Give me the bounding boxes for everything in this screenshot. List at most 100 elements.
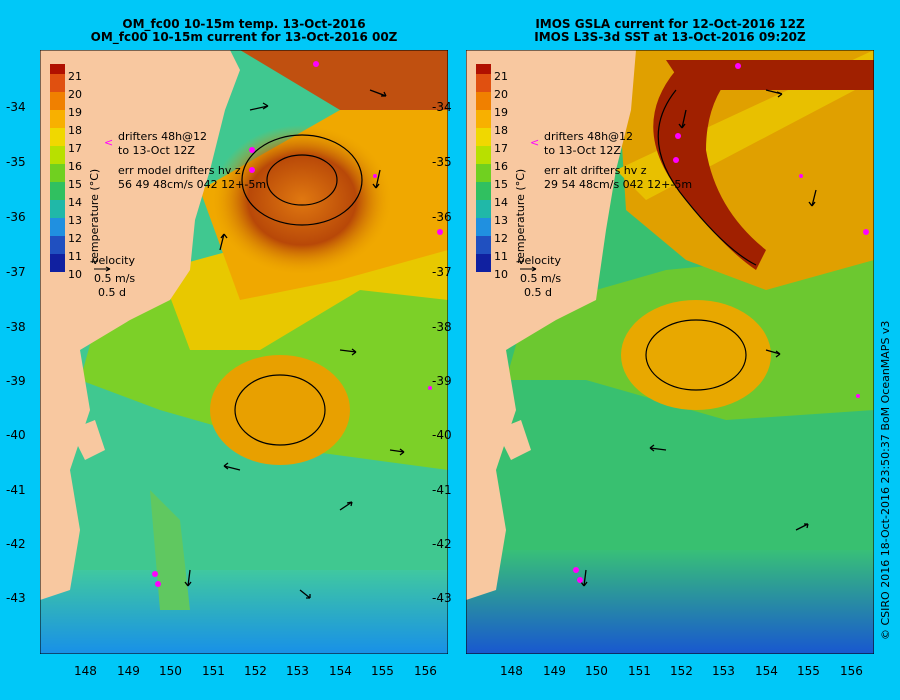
left-panel-title: OM_fc00 10-15m temp. 13-Oct-2016 OM_fc00… bbox=[40, 18, 448, 44]
svg-text:0.5 d: 0.5 d bbox=[524, 286, 552, 299]
svg-text:21: 21 bbox=[68, 70, 82, 83]
svg-text:to 13-Oct 12Z: to 13-Oct 12Z bbox=[118, 144, 195, 157]
svg-text:12: 12 bbox=[494, 232, 508, 245]
svg-text:drifters 48h@12: drifters 48h@12 bbox=[118, 130, 207, 143]
svg-text:11: 11 bbox=[68, 250, 82, 263]
svg-text:17: 17 bbox=[494, 142, 508, 155]
svg-text:21: 21 bbox=[494, 70, 508, 83]
svg-text:12: 12 bbox=[68, 232, 82, 245]
island-land bbox=[496, 420, 531, 460]
lon-tick: 156 bbox=[840, 664, 863, 678]
lon-tick: 151 bbox=[202, 664, 225, 678]
svg-text:<: < bbox=[104, 136, 113, 149]
right-title-line1: IMOS GSLA current for 12-Oct-2016 12Z bbox=[535, 17, 805, 31]
lat-tick: -37 bbox=[432, 265, 452, 279]
lat-tick: -42 bbox=[432, 537, 452, 551]
svg-text:<: < bbox=[530, 136, 539, 149]
svg-text:to 13-Oct 12Z: to 13-Oct 12Z bbox=[544, 144, 621, 157]
map-legend: < drifters 48h@12 to 13-Oct 12Z err alt … bbox=[518, 130, 692, 299]
island-land bbox=[70, 420, 105, 460]
lon-tick: 154 bbox=[755, 664, 778, 678]
svg-text:velocity: velocity bbox=[518, 254, 561, 267]
svg-text:err alt drifters hv z: err alt drifters hv z bbox=[544, 164, 647, 177]
drifter-tracks bbox=[152, 61, 443, 587]
lon-tick: 153 bbox=[286, 664, 309, 678]
lat-tick: -39 bbox=[432, 374, 452, 388]
lat-tick: -35 bbox=[6, 155, 26, 169]
lon-tick: 152 bbox=[244, 664, 267, 678]
svg-text:14: 14 bbox=[68, 196, 82, 209]
right-title-line2: IMOS L3S-3d SST at 13-Oct-2016 09:20Z bbox=[534, 30, 806, 44]
lat-tick: -42 bbox=[6, 537, 26, 551]
lat-tick: -40 bbox=[6, 428, 26, 442]
svg-text:14: 14 bbox=[494, 196, 508, 209]
colorbar-label: temperature (°C) bbox=[88, 169, 101, 263]
lat-tick: -38 bbox=[432, 320, 452, 334]
svg-text:20: 20 bbox=[494, 88, 508, 101]
coast-land bbox=[40, 350, 90, 600]
velocity-arrows bbox=[184, 89, 405, 599]
left-title-line2: OM_fc00 10-15m current for 13-Oct-2016 0… bbox=[90, 30, 398, 44]
lon-tick: 154 bbox=[329, 664, 352, 678]
credit-text: © CSIRO 2016 18-Oct-2016 23:50:37 BoM Oc… bbox=[879, 320, 892, 640]
map-legend: < drifters 48h@12 to 13-Oct 12Z err mode… bbox=[92, 130, 266, 299]
lat-tick: -43 bbox=[6, 591, 26, 605]
lon-tick: 155 bbox=[371, 664, 394, 678]
svg-text:15: 15 bbox=[494, 178, 508, 191]
lat-tick: -34 bbox=[432, 100, 452, 114]
colorbar bbox=[476, 64, 491, 272]
svg-text:13: 13 bbox=[494, 214, 508, 227]
lon-tick: 152 bbox=[670, 664, 693, 678]
svg-text:10: 10 bbox=[494, 268, 508, 281]
svg-text:err model drifters hv z: err model drifters hv z bbox=[118, 164, 241, 177]
lon-tick: 150 bbox=[585, 664, 608, 678]
svg-text:20: 20 bbox=[68, 88, 82, 101]
svg-text:19: 19 bbox=[68, 106, 82, 119]
lat-tick: -36 bbox=[432, 210, 452, 224]
lon-tick: 151 bbox=[628, 664, 651, 678]
svg-text:11: 11 bbox=[494, 250, 508, 263]
svg-text:15: 15 bbox=[68, 178, 82, 191]
right-panel-title: IMOS GSLA current for 12-Oct-2016 12Z IM… bbox=[466, 18, 874, 44]
lon-tick: 149 bbox=[117, 664, 140, 678]
colorbar bbox=[50, 64, 65, 272]
right-sst-map: 21 20 19 18 17 16 15 14 13 12 11 10 temp… bbox=[466, 50, 874, 654]
svg-text:18: 18 bbox=[68, 124, 82, 137]
svg-text:10: 10 bbox=[68, 268, 82, 281]
svg-text:19: 19 bbox=[494, 106, 508, 119]
svg-text:velocity: velocity bbox=[92, 254, 135, 267]
colorbar-ticks: 21 20 19 18 17 16 15 14 13 12 11 10 bbox=[494, 70, 508, 281]
lat-tick: -35 bbox=[432, 155, 452, 169]
lat-tick: -43 bbox=[432, 591, 452, 605]
svg-text:17: 17 bbox=[68, 142, 82, 155]
svg-text:16: 16 bbox=[494, 160, 508, 173]
lon-tick: 149 bbox=[543, 664, 566, 678]
lon-tick: 156 bbox=[414, 664, 437, 678]
lat-tick: -36 bbox=[6, 210, 26, 224]
coast-land bbox=[466, 350, 516, 600]
lat-tick: -40 bbox=[432, 428, 452, 442]
lat-tick: -39 bbox=[6, 374, 26, 388]
lat-tick: -41 bbox=[6, 483, 26, 497]
svg-text:drifters 48h@12: drifters 48h@12 bbox=[544, 130, 633, 143]
svg-text:18: 18 bbox=[494, 124, 508, 137]
lon-tick: 155 bbox=[797, 664, 820, 678]
lon-tick: 148 bbox=[74, 664, 97, 678]
colorbar-ticks: 21 20 19 18 17 16 15 14 13 12 11 10 bbox=[68, 70, 82, 281]
lon-tick: 148 bbox=[500, 664, 523, 678]
svg-text:13: 13 bbox=[68, 214, 82, 227]
lat-tick: -37 bbox=[6, 265, 26, 279]
lon-tick: 153 bbox=[712, 664, 735, 678]
lat-tick: -34 bbox=[6, 100, 26, 114]
lat-tick: -41 bbox=[432, 483, 452, 497]
svg-text:0.5 m/s: 0.5 m/s bbox=[94, 272, 135, 285]
left-sst-map: 21 20 19 18 17 16 15 14 13 12 11 10 temp… bbox=[40, 50, 448, 654]
velocity-arrows bbox=[580, 89, 817, 587]
left-title-line1: OM_fc00 10-15m temp. 13-Oct-2016 bbox=[122, 17, 366, 31]
drifter-tracks bbox=[573, 63, 869, 583]
svg-text:0.5 m/s: 0.5 m/s bbox=[520, 272, 561, 285]
svg-text:56 49 48cm/s 042 12+-5m: 56 49 48cm/s 042 12+-5m bbox=[118, 178, 266, 191]
lon-tick: 150 bbox=[159, 664, 182, 678]
lat-tick: -38 bbox=[6, 320, 26, 334]
svg-text:29 54 48cm/s 042 12+-5m: 29 54 48cm/s 042 12+-5m bbox=[544, 178, 692, 191]
